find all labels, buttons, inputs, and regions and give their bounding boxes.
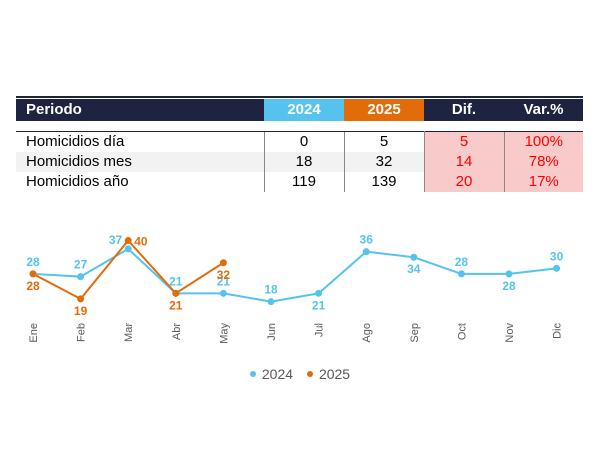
x-tick-label: Mar bbox=[123, 323, 135, 342]
cell-2025: 139 bbox=[343, 172, 425, 192]
x-tick-label: Sep bbox=[409, 323, 421, 343]
data-point-2024 bbox=[362, 248, 370, 256]
header-var: Var.% bbox=[504, 99, 583, 121]
table-row: Homicidios día 0 5 5 100% bbox=[16, 131, 583, 152]
data-label-2024: 28 bbox=[502, 279, 516, 293]
x-tick-label: Jul bbox=[314, 323, 326, 337]
x-tick-label: Dic bbox=[552, 323, 564, 339]
cell-var: 17% bbox=[503, 172, 583, 192]
table-top-rule bbox=[16, 96, 583, 98]
x-tick-label: Oct bbox=[456, 323, 468, 340]
legend-item-2025: 2025 bbox=[306, 366, 351, 382]
data-label-2024: 21 bbox=[312, 298, 326, 312]
row-label: Homicidios año bbox=[26, 173, 129, 190]
legend-dot-2025 bbox=[306, 371, 313, 378]
cell-2025: 32 bbox=[343, 152, 425, 172]
cell-dif: 14 bbox=[424, 152, 504, 172]
data-point-2024 bbox=[553, 264, 561, 272]
data-label-2025: 19 bbox=[74, 304, 88, 318]
chart-legend: 2024 2025 bbox=[0, 366, 600, 382]
data-label-2025: 28 bbox=[26, 279, 40, 293]
x-tick-label: Jun bbox=[266, 323, 278, 341]
data-label-2024: 27 bbox=[74, 258, 88, 272]
x-tick-label: Feb bbox=[76, 323, 88, 342]
data-label-2024: 28 bbox=[455, 255, 469, 269]
header-2025: 2025 bbox=[344, 99, 424, 121]
table-header-row: Periodo 2024 2025 Dif. Var.% bbox=[16, 99, 583, 121]
header-periodo: Periodo bbox=[16, 99, 264, 121]
data-point-2024 bbox=[505, 270, 513, 278]
data-point-2025 bbox=[77, 295, 85, 303]
data-label-2024: 21 bbox=[169, 274, 183, 288]
legend-dot-2024 bbox=[249, 371, 256, 378]
cell-dif: 5 bbox=[424, 131, 504, 152]
x-tick-label: May bbox=[218, 323, 230, 344]
row-label: Homicidios mes bbox=[16, 152, 264, 172]
data-point-2025 bbox=[219, 259, 227, 267]
x-tick-label: Ago bbox=[361, 323, 373, 343]
x-tick-label: Ene bbox=[28, 323, 40, 343]
data-label-2025: 21 bbox=[169, 298, 183, 312]
data-label-2024: 18 bbox=[264, 283, 278, 297]
cell-var: 78% bbox=[503, 152, 583, 172]
data-point-2024 bbox=[219, 289, 227, 297]
header-2024: 2024 bbox=[264, 99, 344, 121]
series-line-2024 bbox=[32, 247, 557, 303]
row-label: Homicidios día bbox=[16, 131, 264, 152]
cell-2024: 18 bbox=[263, 152, 344, 172]
data-point-2025 bbox=[124, 237, 132, 245]
data-point-2024 bbox=[457, 270, 465, 278]
table-row: Homicidios año 119 139 20 17% bbox=[16, 172, 583, 192]
x-tick-label: Abr bbox=[171, 323, 183, 340]
data-point-2024 bbox=[124, 245, 132, 253]
data-label-2024: 30 bbox=[550, 249, 564, 263]
data-point-2024 bbox=[77, 273, 85, 281]
data-point-2024 bbox=[315, 289, 323, 297]
legend-label-2025: 2025 bbox=[318, 366, 351, 382]
data-point-2025 bbox=[29, 270, 37, 278]
data-label-2025: 32 bbox=[217, 268, 231, 282]
cell-2024: 119 bbox=[263, 172, 344, 192]
data-point-2024 bbox=[410, 253, 418, 261]
cell-2025: 5 bbox=[343, 131, 425, 152]
data-label-2024: 21 bbox=[217, 274, 231, 288]
data-point-2024 bbox=[267, 298, 275, 306]
cell-2024: 0 bbox=[263, 131, 344, 152]
cell-dif: 20 bbox=[424, 172, 504, 192]
legend-label-2024: 2024 bbox=[261, 366, 294, 382]
data-label-2024: 37 bbox=[109, 233, 123, 247]
data-point-2025 bbox=[172, 289, 180, 297]
legend-item-2024: 2024 bbox=[249, 366, 294, 382]
data-label-2024: 28 bbox=[26, 255, 40, 269]
summary-table: Periodo 2024 2025 Dif. Var.% Homicidios … bbox=[16, 99, 583, 192]
data-label-2024: 34 bbox=[407, 262, 421, 276]
cell-var: 100% bbox=[503, 131, 583, 152]
data-label-2025: 40 bbox=[134, 235, 148, 249]
table-row: Homicidios mes 18 32 14 78% bbox=[16, 152, 583, 172]
header-dif: Dif. bbox=[424, 99, 504, 121]
data-label-2024: 36 bbox=[360, 233, 374, 247]
x-tick-label: Nov bbox=[504, 323, 516, 343]
